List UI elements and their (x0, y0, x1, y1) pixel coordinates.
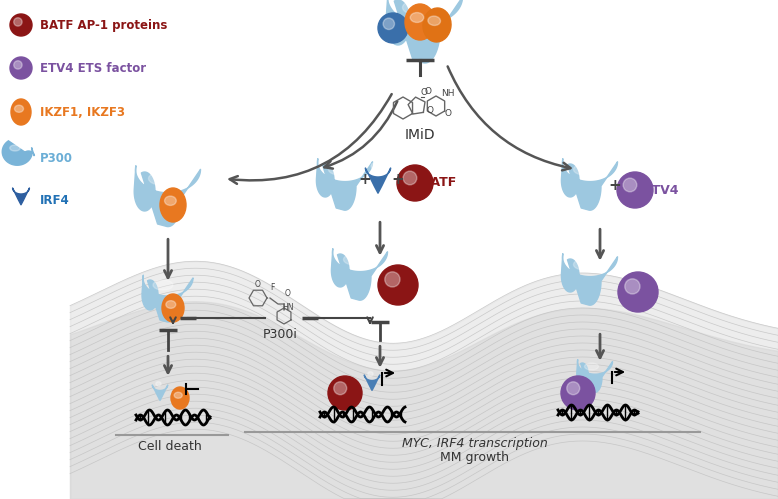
Circle shape (385, 272, 400, 287)
Circle shape (14, 18, 22, 26)
Polygon shape (386, 0, 462, 63)
Polygon shape (562, 159, 618, 210)
Circle shape (623, 178, 637, 192)
Ellipse shape (10, 145, 20, 151)
Ellipse shape (428, 16, 440, 25)
Polygon shape (576, 360, 612, 392)
Text: HN: HN (282, 303, 294, 312)
Polygon shape (366, 168, 391, 193)
Text: NH: NH (441, 89, 455, 98)
Ellipse shape (162, 294, 184, 322)
Circle shape (561, 376, 595, 410)
Text: IMiD: IMiD (405, 128, 436, 142)
Circle shape (10, 57, 32, 79)
Ellipse shape (160, 188, 186, 222)
Text: BATF: BATF (422, 177, 457, 190)
Ellipse shape (402, 0, 433, 15)
Text: O: O (444, 109, 451, 118)
Ellipse shape (328, 164, 351, 175)
Ellipse shape (584, 363, 598, 370)
Polygon shape (142, 275, 193, 322)
Ellipse shape (171, 387, 189, 409)
Circle shape (10, 14, 32, 36)
Polygon shape (134, 166, 201, 227)
Ellipse shape (174, 392, 182, 398)
Ellipse shape (15, 105, 23, 112)
Circle shape (14, 61, 22, 69)
Circle shape (383, 18, 394, 29)
Text: +: + (608, 178, 622, 193)
Text: F: F (270, 283, 274, 292)
Polygon shape (562, 253, 618, 305)
Ellipse shape (165, 196, 177, 206)
Text: O: O (420, 88, 427, 97)
Ellipse shape (573, 164, 595, 175)
Text: O: O (255, 280, 261, 289)
Circle shape (618, 272, 658, 312)
Text: +: + (359, 173, 371, 188)
Circle shape (617, 172, 653, 208)
Ellipse shape (156, 382, 161, 386)
Ellipse shape (166, 301, 176, 308)
Ellipse shape (405, 4, 435, 40)
Circle shape (328, 376, 362, 410)
Circle shape (378, 13, 408, 43)
Ellipse shape (153, 280, 173, 290)
Ellipse shape (16, 185, 23, 189)
Polygon shape (12, 188, 30, 205)
Text: Cell death: Cell death (138, 441, 202, 454)
Text: O: O (426, 106, 433, 115)
Ellipse shape (371, 163, 380, 170)
Text: P300i: P300i (262, 328, 297, 341)
Ellipse shape (344, 254, 366, 265)
Text: IRF4: IRF4 (40, 194, 70, 207)
Circle shape (625, 279, 640, 294)
Circle shape (378, 265, 418, 305)
Text: O: O (425, 87, 432, 96)
Text: MM growth: MM growth (440, 451, 510, 464)
Circle shape (567, 382, 580, 395)
Text: P300: P300 (40, 152, 73, 165)
Ellipse shape (368, 372, 373, 376)
Polygon shape (331, 249, 387, 300)
Text: IKZF1, IKZF3: IKZF1, IKZF3 (40, 105, 125, 118)
Polygon shape (2, 141, 34, 165)
Ellipse shape (11, 99, 31, 125)
Text: ETV4: ETV4 (644, 184, 680, 197)
Ellipse shape (410, 12, 424, 22)
Text: BATF AP-1 proteins: BATF AP-1 proteins (40, 18, 167, 31)
Polygon shape (317, 159, 373, 210)
Polygon shape (152, 385, 168, 400)
Polygon shape (364, 375, 380, 390)
Circle shape (397, 165, 433, 201)
Text: +: + (391, 173, 405, 188)
Circle shape (403, 171, 417, 185)
Ellipse shape (573, 259, 595, 270)
Text: ETV4 ETS factor: ETV4 ETS factor (40, 61, 146, 74)
Circle shape (334, 382, 347, 395)
Ellipse shape (423, 8, 451, 42)
Text: MYC, IRF4 transcription: MYC, IRF4 transcription (402, 438, 548, 451)
Ellipse shape (149, 172, 174, 185)
Text: O: O (285, 289, 291, 298)
